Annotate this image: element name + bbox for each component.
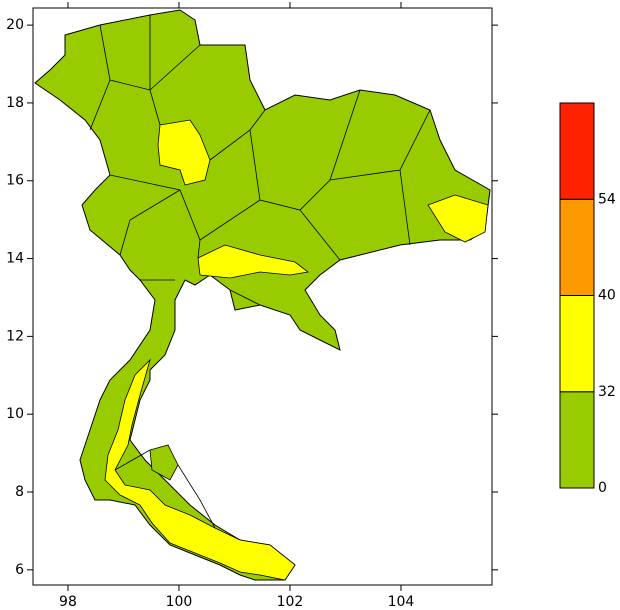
- x-tick-label: 100: [166, 594, 193, 610]
- y-tick-label: 12: [6, 328, 24, 344]
- y-tick-label: 18: [6, 95, 24, 111]
- y-tick-label: 6: [15, 562, 24, 578]
- x-tick-label: 104: [388, 594, 415, 610]
- region-yellow-central: [197, 244, 309, 279]
- plot-frame: [32, 7, 493, 586]
- country-map: [34, 9, 491, 581]
- region-yellow-north: [157, 119, 211, 186]
- colorbar-segment: [559, 295, 595, 393]
- y-tick-label: 8: [15, 484, 24, 500]
- colorbar-label: 54: [598, 191, 616, 207]
- colorbar-label: 0: [598, 480, 607, 496]
- axes: 98 100 102 104 6 8 10 12 14 16 18 20: [6, 2, 498, 610]
- region-green-south-inner: [149, 444, 179, 481]
- x-tick-label: 98: [59, 594, 77, 610]
- colorbar-segment: [559, 391, 595, 489]
- colorbar-segment: [559, 102, 595, 200]
- y-tick-label: 10: [6, 406, 24, 422]
- colorbar-segment: [559, 198, 595, 296]
- land-green: [34, 9, 491, 581]
- province-borders: [89, 15, 431, 529]
- colorbar-label: 40: [598, 288, 616, 304]
- colorbar: 0 32 40 54: [559, 102, 616, 496]
- y-tick-label: 20: [6, 17, 24, 33]
- region-yellow-south: [104, 358, 296, 581]
- region-yellow-east: [427, 194, 489, 243]
- x-tick-label: 102: [277, 594, 304, 610]
- y-tick-label: 14: [6, 251, 24, 267]
- y-tick-label: 16: [6, 173, 24, 189]
- colorbar-label: 32: [598, 384, 616, 400]
